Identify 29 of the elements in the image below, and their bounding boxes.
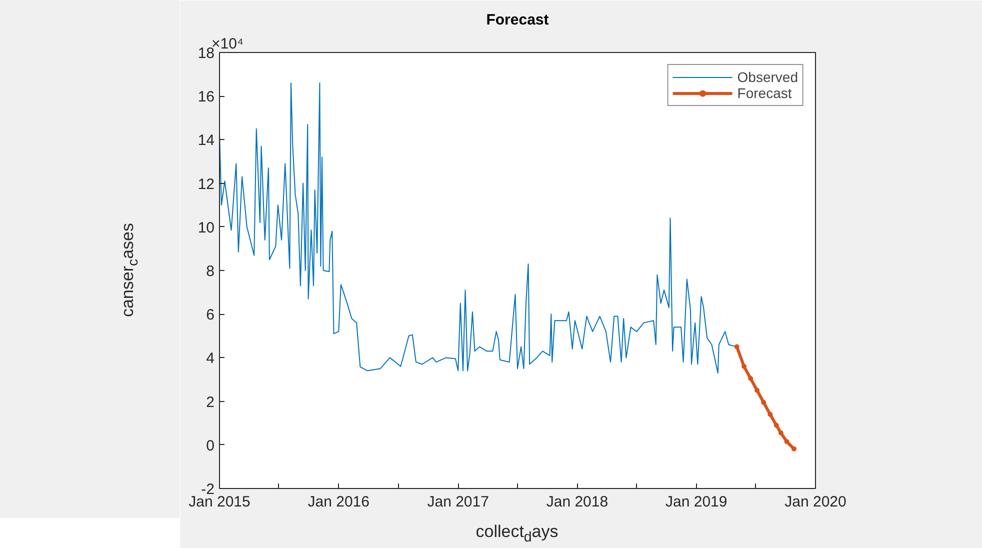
legend-label: Forecast — [737, 85, 792, 101]
point — [754, 388, 760, 393]
point — [748, 376, 754, 381]
x-tick-label: Jan 2016 — [308, 494, 370, 510]
x-tick-label: Jan 2020 — [784, 494, 846, 510]
x-tick-label: Jan 2019 — [666, 494, 728, 510]
x-tick-label: Jan 2017 — [427, 494, 489, 510]
y-tick-label: 16 — [198, 88, 215, 106]
y-tick-label: 4 — [206, 350, 214, 368]
point — [742, 364, 747, 369]
y-tick-label: 0 — [206, 437, 214, 454]
y-tick-label: 18 — [198, 45, 215, 62]
point — [784, 439, 790, 444]
y-tick-label: 12 — [198, 176, 215, 193]
x-axis-title: collect$_{d}$ays — [476, 521, 558, 548]
y-tick-label: 10 — [198, 219, 215, 236]
point — [761, 400, 766, 405]
y-tick-label: 8 — [206, 263, 214, 280]
y-tick-label: 2 — [206, 394, 214, 411]
point — [774, 422, 779, 428]
point — [768, 412, 773, 417]
point — [734, 344, 740, 350]
y-tick-label: 6 — [206, 306, 214, 324]
y-tick-label: 14 — [198, 132, 215, 150]
chart-title: Forecast — [486, 12, 549, 28]
legend-label: Observed — [737, 69, 798, 85]
point — [791, 446, 796, 452]
x-tick-label: Jan 2018 — [546, 494, 608, 510]
point — [778, 430, 784, 436]
